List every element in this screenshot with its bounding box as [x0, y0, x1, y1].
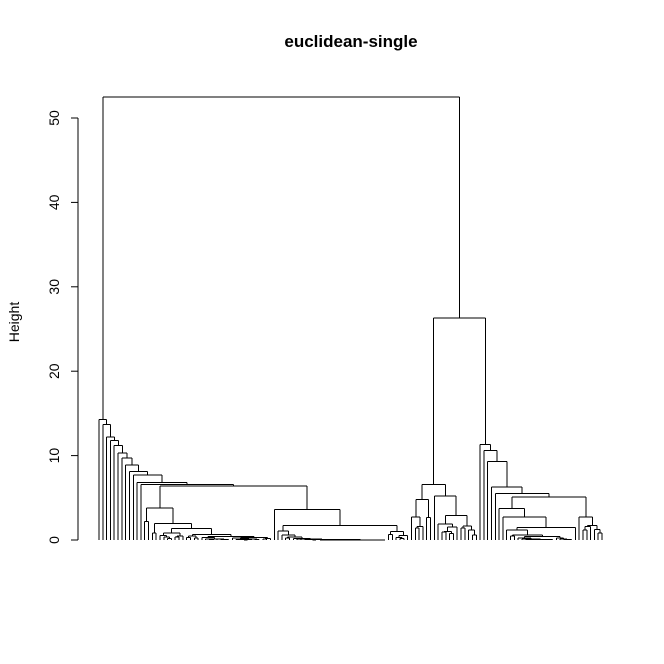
- y-axis-label: Height: [6, 302, 22, 343]
- y-tick-label: 10: [46, 448, 62, 464]
- y-tick-label: 20: [46, 363, 62, 379]
- y-tick-label: 0: [46, 536, 62, 544]
- y-tick-label: 50: [46, 110, 62, 126]
- chart-title: euclidean-single: [284, 32, 417, 51]
- y-axis: 0 10 20 30 40 50: [46, 110, 79, 544]
- y-tick-label: 40: [46, 194, 62, 210]
- dendrogram-tree: [98, 96, 603, 541]
- y-tick-label: 30: [46, 279, 62, 295]
